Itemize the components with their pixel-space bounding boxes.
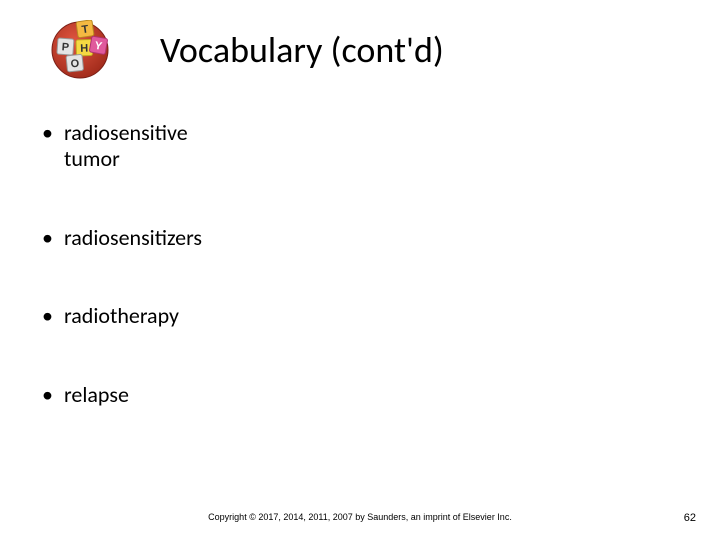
header: T P H Y O Vocabular xyxy=(0,0,720,90)
page-title: Vocabulary (cont'd) xyxy=(160,28,444,72)
svg-text:H: H xyxy=(80,43,88,55)
copyright-text: Copyright © 2017, 2014, 2011, 2007 by Sa… xyxy=(0,512,720,522)
letter-tiles-icon: T P H Y O xyxy=(50,20,110,80)
svg-text:P: P xyxy=(61,41,69,53)
bullet-list: radiosensitive tumor radiosensitizers ra… xyxy=(40,120,680,408)
page-number: 62 xyxy=(684,512,696,524)
slide: T P H Y O Vocabular xyxy=(0,0,720,540)
list-item: radiosensitive tumor xyxy=(40,120,220,173)
list-item: radiosensitizers xyxy=(40,225,680,251)
list-item: radiotherapy xyxy=(40,303,680,329)
list-item: relapse xyxy=(40,382,680,408)
svg-text:O: O xyxy=(70,58,80,71)
content-area: radiosensitive tumor radiosensitizers ra… xyxy=(0,90,720,408)
